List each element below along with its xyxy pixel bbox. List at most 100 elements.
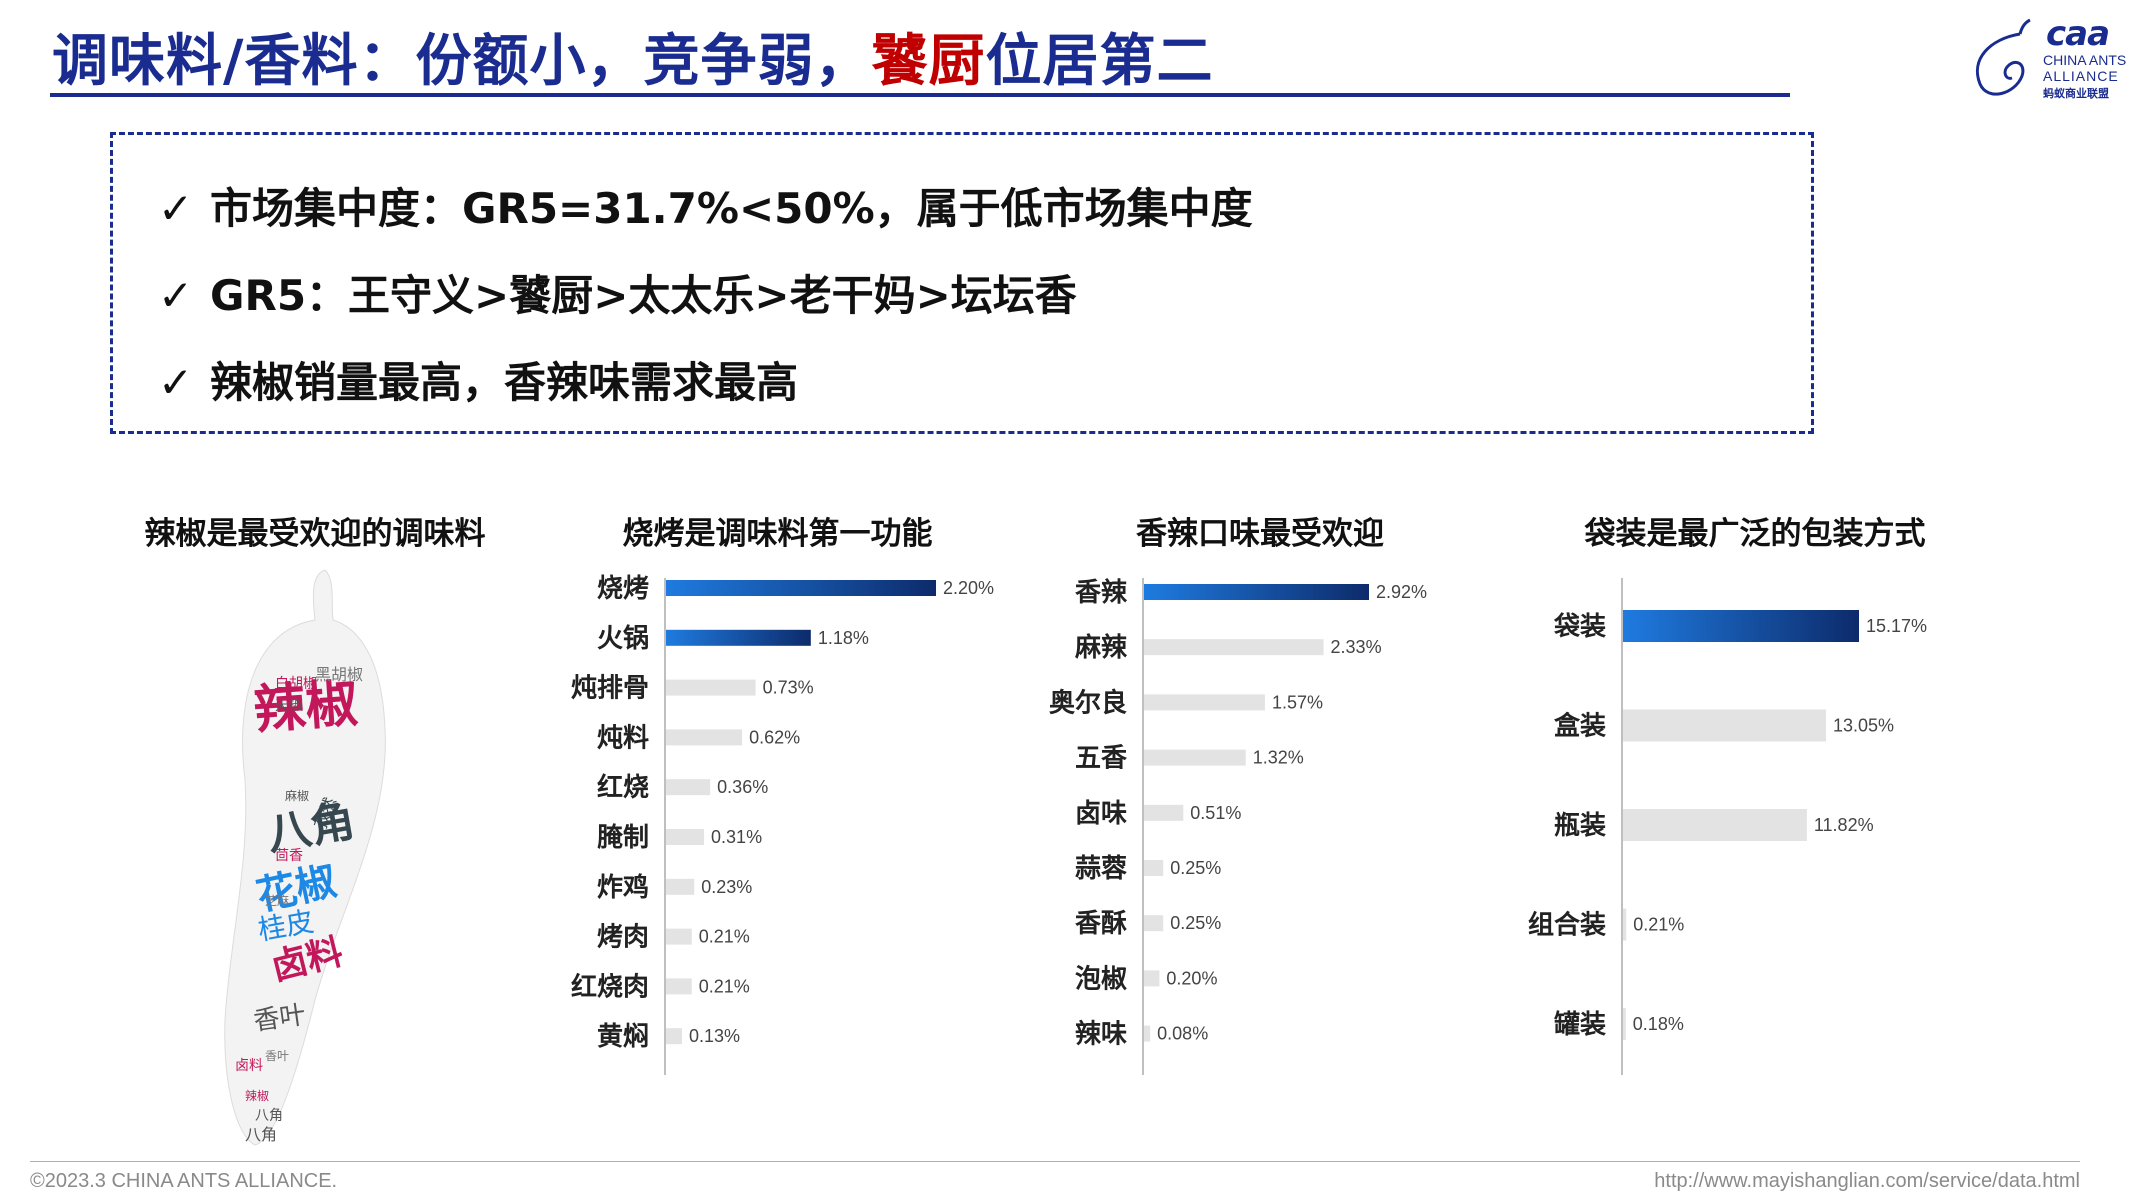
category-label: 香辣	[1075, 577, 1128, 608]
logo-mark: caa	[2046, 14, 2110, 54]
title-underline	[50, 93, 1790, 97]
category-label: 罐装	[1554, 1009, 1606, 1040]
word-cloud-title: 辣椒是最受欢迎的调味料	[144, 516, 486, 552]
value-label: 0.08%	[1157, 1024, 1208, 1044]
check-icon: ✓	[158, 358, 194, 407]
bar	[666, 580, 936, 596]
cloud-word: 麻椒	[285, 788, 309, 803]
bar	[1144, 915, 1164, 932]
value-label: 0.73%	[763, 678, 814, 698]
category-label: 黄焖	[597, 1022, 649, 1052]
bar	[666, 878, 695, 895]
category-label: 奥尔良	[1049, 687, 1127, 718]
ant-logo-icon	[1975, 18, 2031, 96]
value-label: 0.21%	[699, 927, 750, 947]
bar	[666, 829, 705, 845]
chart-title-function: 烧烤是调味料第一功能	[622, 516, 933, 552]
value-label: 0.13%	[689, 1026, 740, 1046]
value-label: 0.31%	[711, 827, 762, 847]
value-label: 0.36%	[717, 777, 768, 797]
bar	[1623, 908, 1627, 941]
bar	[1144, 804, 1184, 821]
key-point-text: 市场集中度：GR5=31.7%<50%，属于低市场集中度	[210, 184, 1253, 233]
bar	[666, 928, 692, 945]
bar	[666, 1028, 682, 1045]
chart-title-flavor: 香辣口味最受欢迎	[1136, 516, 1384, 552]
category-label: 袋装	[1553, 612, 1606, 642]
footer-url[interactable]: http://www.mayishanglian.com/service/dat…	[1654, 1170, 2080, 1192]
category-label: 红烧	[597, 772, 649, 803]
value-label: 0.20%	[1166, 968, 1217, 988]
chart-title-packaging: 袋装是最广泛的包装方式	[1584, 516, 1926, 552]
category-label: 蒜蓉	[1075, 854, 1127, 884]
title-text-2: 位居第二	[985, 29, 1214, 94]
category-label: 炸鸡	[597, 872, 649, 903]
bar	[666, 978, 692, 995]
value-label: 0.25%	[1170, 913, 1221, 933]
cloud-word: 辣椒	[252, 674, 360, 741]
value-label: 0.21%	[699, 976, 750, 996]
value-label: 1.18%	[818, 628, 869, 648]
value-label: 0.25%	[1170, 858, 1221, 878]
category-label: 烧烤	[597, 574, 649, 604]
title-highlight: 饕厨	[871, 29, 986, 94]
bar	[666, 779, 711, 796]
category-label: 火锅	[597, 624, 649, 654]
key-point-2: ✓ GR5：王守义>饕厨>太太乐>老干妈>坛坛香	[158, 262, 1077, 323]
category-label: 五香	[1075, 744, 1127, 774]
category-label: 炖排骨	[571, 674, 649, 704]
cloud-word: 八角	[245, 1125, 277, 1144]
value-label: 2.20%	[943, 578, 994, 598]
value-label: 11.82%	[1814, 815, 1874, 835]
cloud-word: 茴香	[275, 848, 303, 864]
footer-divider	[30, 1161, 2080, 1162]
category-label: 炖料	[597, 723, 649, 753]
bar	[1144, 639, 1324, 656]
value-label: 1.32%	[1253, 748, 1304, 768]
category-label: 腌制	[597, 823, 649, 853]
bar	[1144, 584, 1369, 600]
key-points-box	[110, 132, 1814, 434]
value-label: 0.23%	[701, 877, 752, 897]
cloud-word: 黑胡椒	[315, 665, 363, 684]
cloud-word: 辣椒	[245, 1089, 269, 1103]
category-label: 泡椒	[1075, 964, 1127, 994]
page-title: 调味料/香料：份额小，竞争弱，饕厨位居第二	[52, 16, 1213, 97]
bar	[1144, 860, 1164, 876]
bar	[1623, 809, 1807, 841]
check-icon: ✓	[158, 184, 194, 233]
category-label: 麻辣	[1074, 632, 1128, 663]
value-label: 1.57%	[1272, 692, 1323, 712]
bar	[666, 679, 756, 696]
bar	[666, 729, 743, 746]
value-label: 13.05%	[1833, 716, 1894, 736]
key-point-3: ✓ 辣椒销量最高，香辣味需求最高	[158, 349, 798, 410]
value-label: 2.33%	[1331, 637, 1382, 657]
logo-text-line3: 蚂蚁商业联盟	[2043, 88, 2109, 100]
cloud-word: 卤料	[235, 1058, 263, 1074]
key-point-text: GR5：王守义>饕厨>太太乐>老干妈>坛坛香	[210, 271, 1077, 320]
value-label: 0.21%	[1633, 915, 1684, 935]
cloud-word: 天椒	[275, 698, 303, 714]
cloud-word: 香叶	[265, 1049, 289, 1063]
category-label: 烤肉	[597, 923, 649, 953]
cloud-word: 芝麻	[265, 893, 289, 908]
bar	[666, 629, 811, 646]
bar	[1144, 749, 1246, 766]
value-label: 0.51%	[1190, 803, 1241, 823]
category-label: 香酥	[1075, 909, 1127, 939]
cloud-word: 白胡椒	[275, 676, 317, 692]
bar	[1623, 1008, 1626, 1040]
category-label: 红烧肉	[571, 971, 649, 1002]
key-point-text: 辣椒销量最高，香辣味需求最高	[210, 358, 799, 407]
bar	[1144, 694, 1265, 711]
footer-copyright: ©2023.3 CHINA ANTS ALLIANCE.	[30, 1170, 338, 1192]
value-label: 0.62%	[749, 727, 800, 747]
bar	[1623, 709, 1827, 742]
bar	[1623, 610, 1859, 642]
title-text-1: 调味料/香料：份额小，竞争弱，	[52, 29, 872, 94]
value-label: 15.17%	[1866, 616, 1927, 636]
cloud-word: 八角	[255, 1108, 283, 1124]
